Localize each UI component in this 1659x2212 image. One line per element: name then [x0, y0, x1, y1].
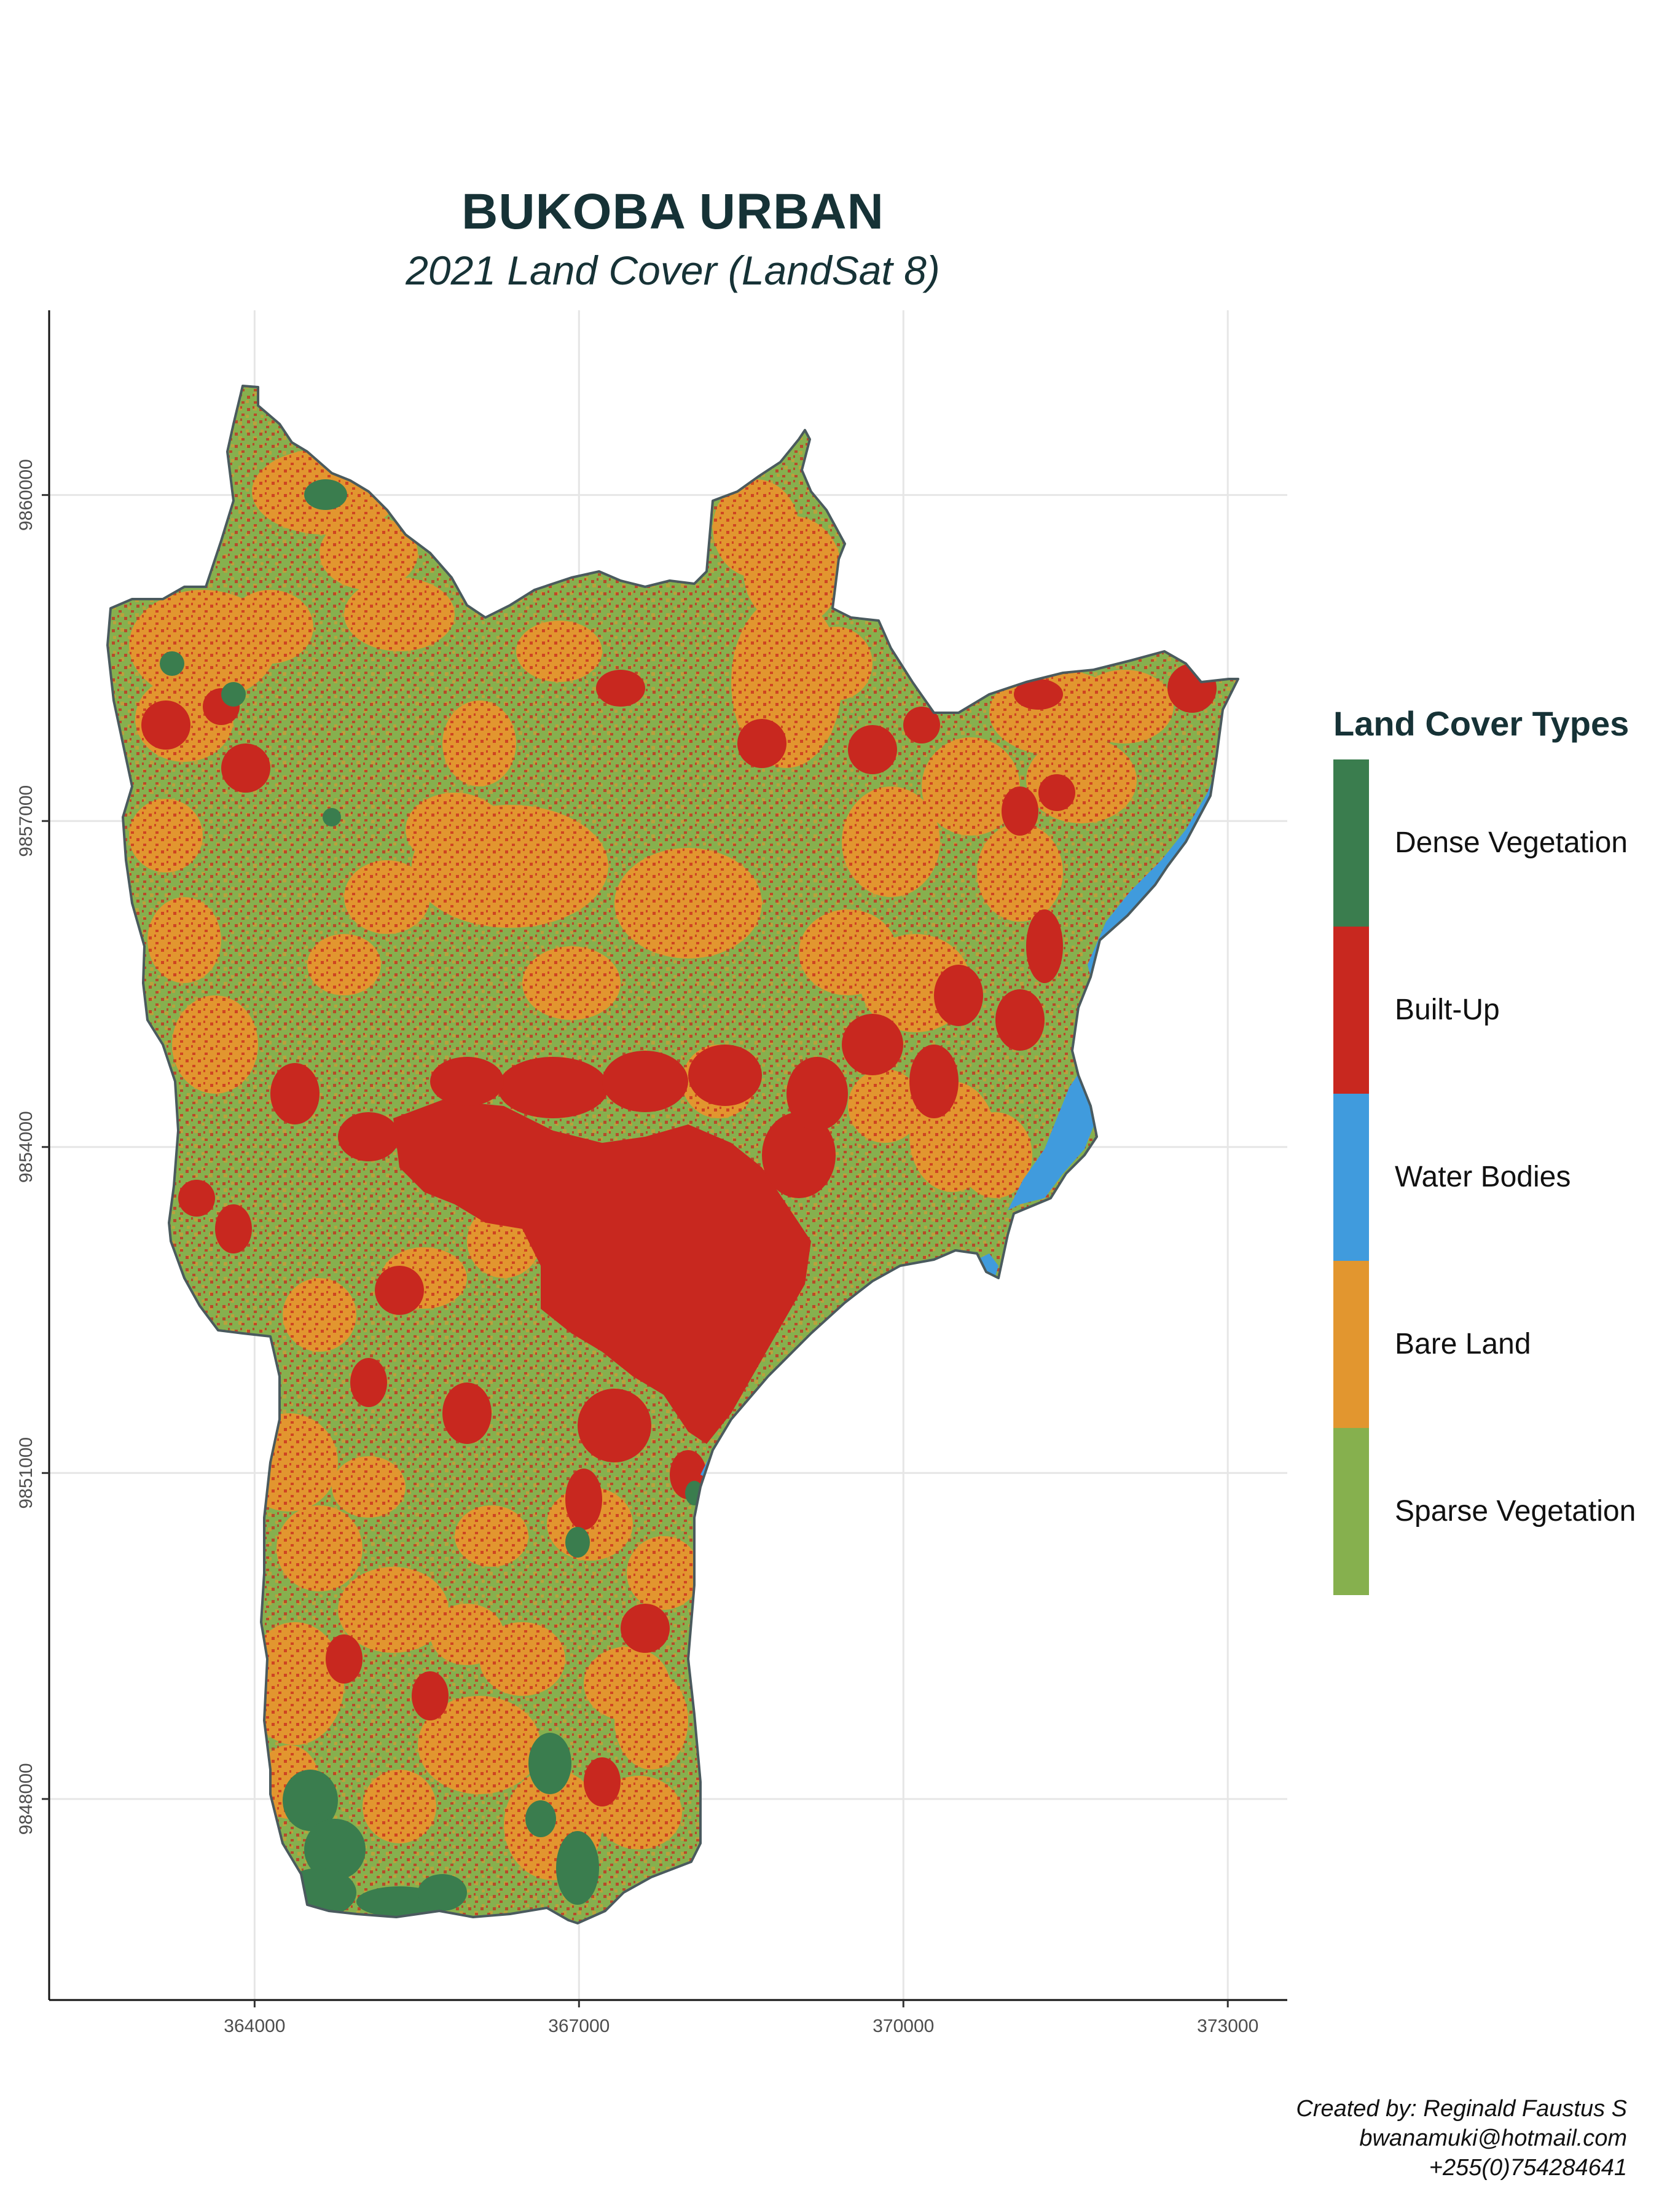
built-up-patch	[621, 1604, 670, 1653]
built-up-patch	[903, 707, 940, 743]
y-tick-label: 9851000	[16, 1437, 36, 1509]
axes	[42, 310, 1287, 2007]
dense-vegetation-patch	[221, 682, 246, 707]
legend-label-sparse-vegetation: Sparse Vegetation	[1395, 1495, 1636, 1528]
dense-vegetation-patch	[283, 1868, 356, 1917]
built-up-patch	[565, 1469, 602, 1530]
built-up-patch	[1014, 679, 1063, 710]
dense-vegetation-patch	[283, 1770, 338, 1831]
credits-email: bwanamuki@hotmail.com	[1359, 2125, 1627, 2151]
dense-vegetation-patch	[304, 479, 347, 510]
map-subtitle: 2021 Land Cover (LandSat 8)	[406, 248, 940, 293]
built-up-patch	[934, 965, 983, 1026]
dense-vegetation-patch	[525, 1800, 556, 1837]
land-cover-classes	[108, 386, 1238, 1923]
x-tick-label: 367000	[548, 2016, 610, 2036]
water-body-inlet	[1008, 1069, 1097, 1210]
built-up-patch	[848, 725, 897, 774]
legend-item-bare-land: Bare Land	[1333, 1261, 1653, 1428]
built-up-patch	[141, 700, 190, 750]
built-up-speckle	[108, 386, 1238, 1923]
credits-author: Created by: Reginald Faustus S	[1296, 2096, 1627, 2122]
built-up-patch	[995, 989, 1045, 1051]
dense-vegetation-patch	[556, 1831, 599, 1905]
built-up-patch	[326, 1634, 363, 1684]
built-up-patch	[578, 1389, 651, 1462]
built-up-patch	[762, 1112, 836, 1198]
built-up-patch	[498, 1057, 608, 1118]
legend-swatch-sparse-vegetation	[1333, 1428, 1369, 1595]
dense-vegetation-patch	[418, 1874, 467, 1911]
built-up-patch	[584, 1757, 621, 1806]
built-up-patch	[1002, 786, 1038, 836]
built-up-patch	[338, 1112, 399, 1161]
built-up-patch	[688, 1045, 762, 1106]
dense-vegetation-patch	[160, 651, 184, 676]
dense-vegetation-patch	[565, 1527, 590, 1558]
legend-item-dense-vegetation: Dense Vegetation	[1333, 759, 1653, 927]
region-boundary	[106, 385, 1239, 1924]
legend-label-water-bodies: Water Bodies	[1395, 1161, 1571, 1193]
built-up-patch	[215, 1204, 252, 1253]
dense-vegetation-patch	[323, 808, 341, 826]
built-up-patch	[375, 1266, 424, 1315]
axis-tick-labels: 364000 367000 370000 373000 9848000 9851000 98…	[16, 459, 1258, 2036]
land-cover-map	[106, 385, 1239, 1924]
legend-swatch-built-up	[1333, 927, 1369, 1094]
legend-item-built-up: Built-Up	[1333, 927, 1653, 1094]
built-up-patch	[430, 1057, 504, 1106]
y-tick-label: 9848000	[16, 1763, 36, 1835]
built-up-patch	[786, 1057, 848, 1131]
built-up-patch	[442, 1382, 492, 1444]
dense-vegetation-patch	[304, 1819, 366, 1880]
legend-label-dense-vegetation: Dense Vegetation	[1395, 826, 1628, 859]
legend-label-bare-land: Bare Land	[1395, 1328, 1531, 1360]
y-tick-label: 9857000	[16, 785, 36, 857]
built-up-patch	[221, 743, 270, 793]
credits-phone: +255(0)754284641	[1429, 2155, 1627, 2181]
legend-swatch-bare-land	[1333, 1261, 1369, 1428]
legend: Land Cover Types Dense Vegetation Built-…	[1333, 704, 1653, 1595]
x-tick-label: 364000	[224, 2016, 285, 2036]
dense-vegetation-patch	[528, 1733, 571, 1794]
built-up-patch	[412, 1671, 449, 1720]
legend-swatch-water-bodies	[1333, 1094, 1369, 1261]
credits: Created by: Reginald Faustus S bwanamuki…	[1296, 2094, 1627, 2183]
legend-swatch-dense-vegetation	[1333, 759, 1369, 927]
built-up-patch	[1038, 774, 1075, 811]
map-title: BUKOBA URBAN	[461, 184, 884, 240]
y-tick-label: 9860000	[16, 459, 36, 531]
built-up-patch	[602, 1051, 688, 1112]
built-up-patch	[270, 1063, 320, 1124]
built-up-patch	[350, 1358, 387, 1407]
built-up-patch	[737, 719, 786, 768]
legend-item-sparse-vegetation: Sparse Vegetation	[1333, 1428, 1653, 1595]
legend-label-built-up: Built-Up	[1395, 994, 1500, 1026]
built-up-patch	[842, 1014, 903, 1075]
legend-item-water-bodies: Water Bodies	[1333, 1094, 1653, 1261]
built-up-patch	[178, 1180, 215, 1217]
x-tick-label: 373000	[1197, 2016, 1258, 2036]
x-tick-label: 370000	[873, 2016, 934, 2036]
built-up-patch	[909, 1045, 959, 1118]
y-tick-label: 9854000	[16, 1111, 36, 1183]
built-up-patch	[596, 670, 645, 707]
built-up-patch	[1026, 909, 1063, 983]
legend-title: Land Cover Types	[1333, 704, 1630, 743]
